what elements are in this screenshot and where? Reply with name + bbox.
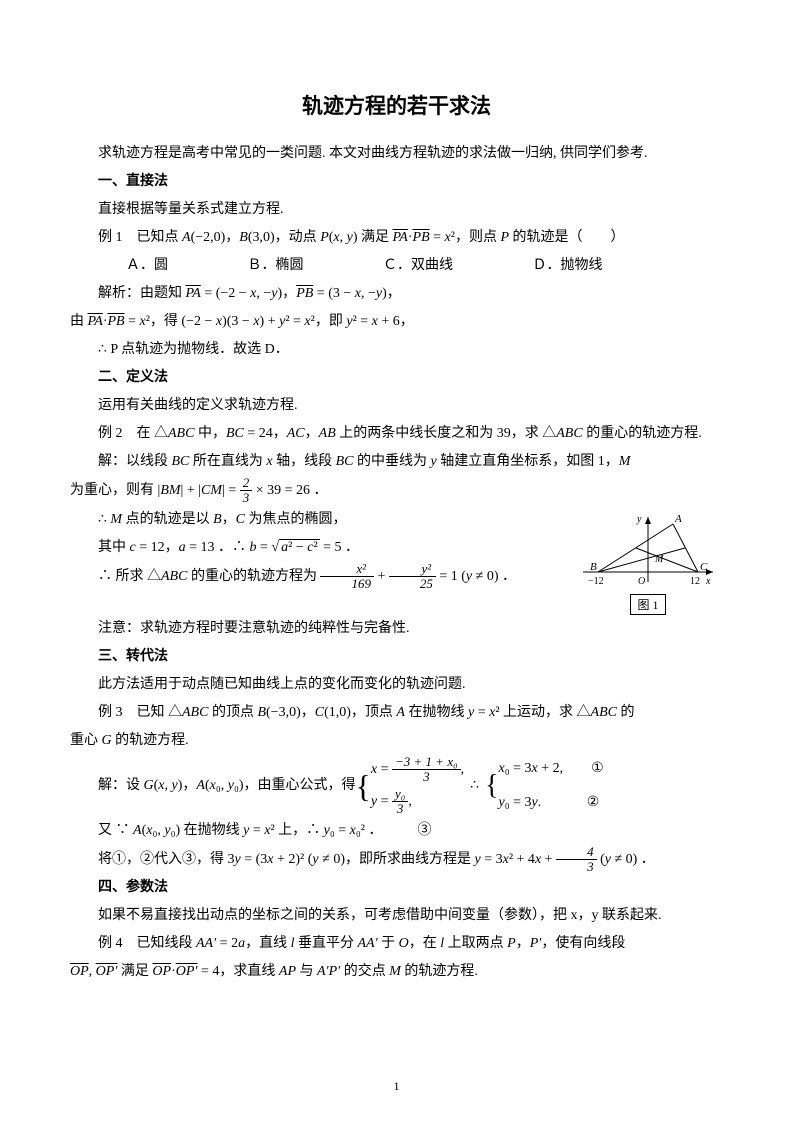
sec1-sol-1: 解析：由题知 PA = (−2 − x, −y)，PB = (3 − x, −y… <box>70 280 723 308</box>
svg-text:B: B <box>590 561 597 573</box>
svg-text:A: A <box>674 513 682 525</box>
choice-b: Ｂ．椭圆 <box>220 252 304 280</box>
svg-text:y: y <box>636 514 642 525</box>
sec2-sol-4: 其中 c = 12，a = 13 ．∴ b = √a² − c² = 5 ． <box>70 534 573 562</box>
svg-text:12: 12 <box>690 576 700 587</box>
choice-a: Ａ．圆 <box>98 252 168 280</box>
sec3-example-l1: 例 3 已知 △ABC 的顶点 B(−3,0)，C(1,0)，顶点 A 在抛物线… <box>70 699 723 727</box>
eq-num-1: ① <box>591 761 604 776</box>
sec1-sol-3: ∴ P 点轨迹为抛物线．故选 D． <box>70 336 723 364</box>
eq-num-2: ② <box>587 795 600 810</box>
sec2-note: 注意：求轨迹方程时要注意轨迹的纯粹性与完备性. <box>70 615 723 643</box>
page-number: 1 <box>0 1079 793 1094</box>
sec3-sol-1: 解：设 G(x, y)，A(x₀, y₀)，由重心公式，得 { x = −3 +… <box>70 755 723 817</box>
page-title: 轨迹方程的若干求法 <box>70 90 723 120</box>
sec3-sol-3: 将①，②代入③，得 3y = (3x + 2)² (y ≠ 0)，即所求曲线方程… <box>70 845 723 875</box>
sec3-example-l2: 重心 G 的轨迹方程. <box>70 727 723 755</box>
svg-text:x: x <box>705 576 711 587</box>
sec1-heading: 一、直接法 <box>70 168 723 196</box>
sec1-example: 例 1 已知点 A(−2,0)，B(3,0)，动点 P(x, y) 满足 PA·… <box>70 224 723 252</box>
sec1-sol-2: 由 PA·PB = x²，得 (−2 − x)(3 − x) + y² = x²… <box>70 308 723 336</box>
sec2-desc: 运用有关曲线的定义求轨迹方程. <box>70 392 723 420</box>
figure-1: A B C M O −12 12 x y 图 1 <box>573 506 723 615</box>
svg-text:C: C <box>700 561 708 573</box>
sec4-heading: 四、参数法 <box>70 874 723 902</box>
page-root: 轨迹方程的若干求法 求轨迹方程是高考中常见的一类问题. 本文对曲线方程轨迹的求法… <box>0 0 793 1122</box>
figure-1-caption: 图 1 <box>630 594 665 615</box>
sec2-sol-1: 解：以线段 BC 所在直线为 x 轴，线段 BC 的中垂线为 y 轴建立直角坐标… <box>70 448 723 476</box>
sec2-example: 例 2 在 △ABC 中，BC = 24，AC，AB 上的两条中线长度之和为 3… <box>70 420 723 448</box>
sec4-desc: 如果不易直接找出动点的坐标之间的关系，可考虑借助中间变量（参数），把 x，y 联… <box>70 902 723 930</box>
sec3-desc: 此方法适用于动点随已知曲线上点的变化而变化的轨迹问题. <box>70 671 723 699</box>
intro-text: 求轨迹方程是高考中常见的一类问题. 本文对曲线方程轨迹的求法做一归纳, 供同学们… <box>70 140 723 168</box>
sec1-choices: Ａ．圆 Ｂ．椭圆 Ｃ．双曲线 Ｄ．抛物线 <box>70 252 723 280</box>
choice-c: Ｃ．双曲线 <box>355 252 453 280</box>
choice-d: Ｄ．抛物线 <box>505 252 603 280</box>
sec2-sol-3: ∴ M 点的轨迹是以 B，C 为焦点的椭圆， <box>70 506 573 534</box>
sec4-ex-l2: OP, OP′ 满足 OP·OP′ = 4，求直线 AP 与 A′P′ 的交点 … <box>70 958 723 986</box>
sec2-heading: 二、定义法 <box>70 364 723 392</box>
svg-text:O: O <box>638 576 645 587</box>
sec2-sol-5: ∴ 所求 △ABC 的重心的轨迹方程为 x²169 + y²25 = 1 (y … <box>70 562 573 592</box>
sec3-sol-2: 又 ∵ A(x₀, y₀) 在抛物线 y = x² 上，∴ y₀ = x₀² ．… <box>70 817 723 845</box>
sec4-ex-l1: 例 4 已知线段 AA′ = 2a，直线 l 垂直平分 AA′ 于 O，在 l … <box>70 930 723 958</box>
sec2-figure-row: ∴ M 点的轨迹是以 B，C 为焦点的椭圆， 其中 c = 12，a = 13 … <box>70 506 723 615</box>
sec1-desc: 直接根据等量关系式建立方程. <box>70 196 723 224</box>
triangle-diagram-icon: A B C M O −12 12 x y <box>578 512 718 592</box>
sec3-heading: 三、转代法 <box>70 643 723 671</box>
svg-text:−12: −12 <box>588 576 604 587</box>
svg-text:M: M <box>654 554 664 565</box>
sec2-sol-2: 为重心，则有 |BM| + |CM| = 23 × 39 = 26 ． <box>70 476 723 506</box>
